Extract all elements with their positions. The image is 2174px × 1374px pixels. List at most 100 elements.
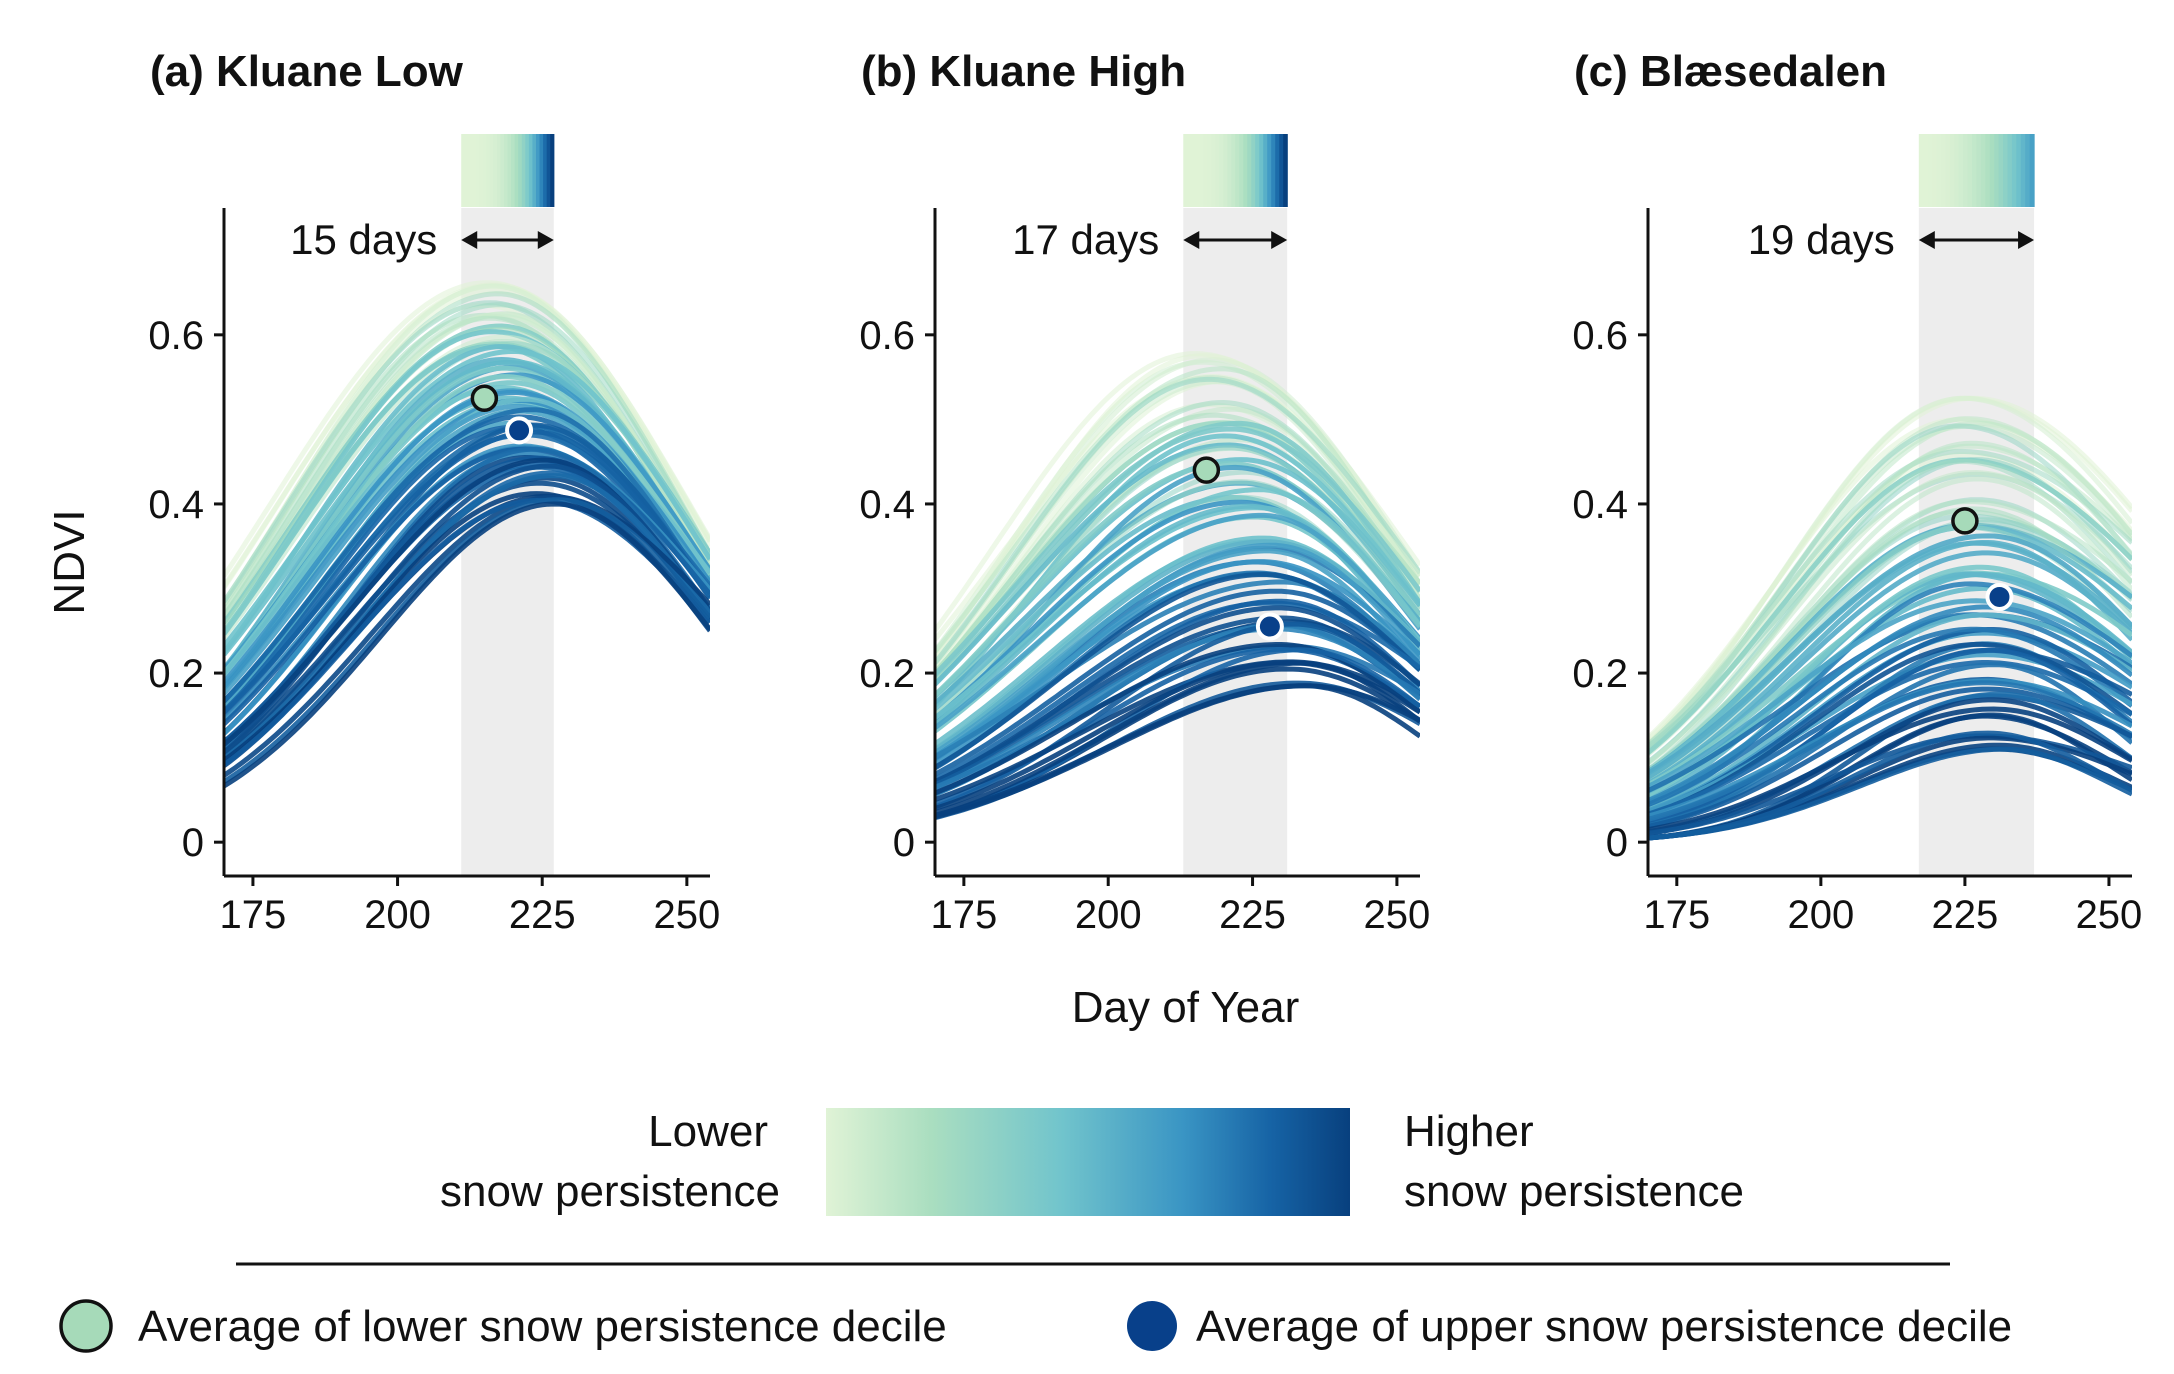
x-axis-label: Day of Year (1072, 983, 1300, 1032)
panel-2: (b) Kluane High 17 days 0 0.2 0.4 0.6 175 200 22… (859, 47, 1430, 1032)
y-tick-label: 0.2 (859, 652, 915, 696)
ndvi-curves (935, 351, 1420, 821)
strip-segment (2011, 134, 2017, 207)
panel-title: (a) Kluane Low (150, 47, 464, 96)
low-decile-average-marker (1951, 507, 1979, 535)
x-tick-label: 225 (1219, 893, 1286, 937)
y-tick-label: 0.4 (859, 483, 915, 527)
strip-segment (1191, 134, 1196, 207)
ndvi-curve (224, 501, 710, 789)
legend-high-marker (1127, 1301, 1177, 1351)
legend-gradient-bar (826, 1108, 1350, 1216)
ndvi-curve (1648, 420, 2132, 753)
x-tick-label: 175 (930, 893, 997, 937)
strip-segment (493, 134, 498, 207)
strip-segment (475, 134, 480, 207)
strip-segment (1207, 134, 1212, 207)
x-tick-label: 250 (653, 893, 720, 937)
ndvi-curve (224, 429, 710, 715)
ndvi-curve (1648, 680, 2132, 822)
ndvi-curves (224, 280, 710, 789)
high-decile-average-marker (505, 416, 534, 445)
legend-lower-label: Lower (648, 1107, 768, 1156)
legend-low-marker-label: Average of lower snow persistence decile (138, 1302, 947, 1351)
y-axis-label: NDVI (45, 509, 94, 614)
y-tick-label: 0 (893, 821, 915, 865)
strip-segment (1918, 134, 1924, 207)
strip-segment (1211, 134, 1216, 207)
strip-segment (1967, 134, 1973, 207)
ndvi-curve (1648, 540, 2132, 786)
strip-segment (528, 134, 534, 207)
strip-segment (489, 134, 494, 207)
strip-segment (543, 134, 548, 207)
strip-segment (1949, 134, 1955, 207)
peak-range-label: 19 days (1748, 216, 1895, 263)
strip-segment (2020, 134, 2026, 207)
strip-segment (1989, 134, 1995, 207)
panels: (a) Kluane Low 15 days 0 0.2 0.4 0.6 175 200 225… (45, 47, 2142, 1032)
strip-segment (539, 134, 544, 207)
ndvi-curve (1648, 706, 2132, 833)
ndvi-curve (1648, 550, 2132, 787)
x-tick-label: 200 (364, 893, 431, 937)
strip-segment (1203, 134, 1208, 207)
strip-segment (1231, 134, 1236, 207)
strip-segment (1267, 134, 1272, 207)
strip-segment (1183, 134, 1188, 207)
strip-segment (532, 134, 537, 207)
ndvi-curve (1648, 626, 2132, 807)
strip-segment (2003, 134, 2009, 207)
strip-segment (500, 134, 505, 207)
strip-segment (1958, 134, 1964, 207)
strip-segment (1219, 134, 1224, 207)
strip-segment (1239, 134, 1244, 207)
panel-1: (a) Kluane Low 15 days 0 0.2 0.4 0.6 175 200 225… (45, 47, 720, 937)
strip-segment (1243, 134, 1248, 207)
ndvi-curve (224, 424, 710, 714)
y-tick-label: 0 (1606, 821, 1628, 865)
panel-title: (b) Kluane High (861, 47, 1186, 96)
ndvi-curve (935, 683, 1420, 818)
strip-segment (2025, 134, 2031, 207)
strip-segment (1976, 134, 1982, 207)
x-tick-label: 225 (509, 893, 576, 937)
ndvi-curve (224, 494, 710, 778)
strip-segment (1283, 134, 1288, 207)
peak-range-label: 17 days (1012, 216, 1159, 263)
strip-segment (550, 134, 555, 207)
strip-segment (521, 134, 526, 207)
strip-segment (525, 134, 530, 207)
strip-segment (1259, 134, 1264, 207)
legend: Lower snow persistence Higher snow persi… (59, 1107, 2012, 1353)
ndvi-curve (224, 348, 710, 648)
strip-segment (1247, 134, 1252, 207)
legend-low-marker (59, 1299, 113, 1353)
strip-segment (1985, 134, 1991, 207)
ndvi-curve (224, 473, 710, 761)
low-decile-average-marker (1192, 456, 1221, 484)
strip-segment (1932, 134, 1938, 207)
y-tick-label: 0.2 (1572, 652, 1628, 696)
ndvi-curve (935, 539, 1420, 752)
panel-title: (c) Blæsedalen (1574, 47, 1887, 96)
strip-segment (1195, 134, 1200, 207)
ndvi-curve (935, 366, 1420, 654)
strip-segment (1275, 134, 1280, 207)
strip-segment (486, 134, 491, 207)
ndvi-curve (224, 497, 710, 784)
ndvi-curve (1648, 598, 2132, 789)
strip-segment (1963, 134, 1969, 207)
strip-segment (1927, 134, 1933, 207)
strip-segment (1998, 134, 2004, 207)
y-tick-label: 0.4 (148, 483, 204, 527)
strip-segment (1936, 134, 1942, 207)
strip-segment (464, 134, 469, 207)
strip-segment (461, 134, 466, 207)
strip-segment (1227, 134, 1232, 207)
ndvi-curve (935, 548, 1420, 755)
strip-segment (1255, 134, 1260, 207)
y-tick-label: 0 (182, 821, 204, 865)
strip-segment (482, 134, 487, 207)
ndvi-curve (1648, 746, 2132, 841)
